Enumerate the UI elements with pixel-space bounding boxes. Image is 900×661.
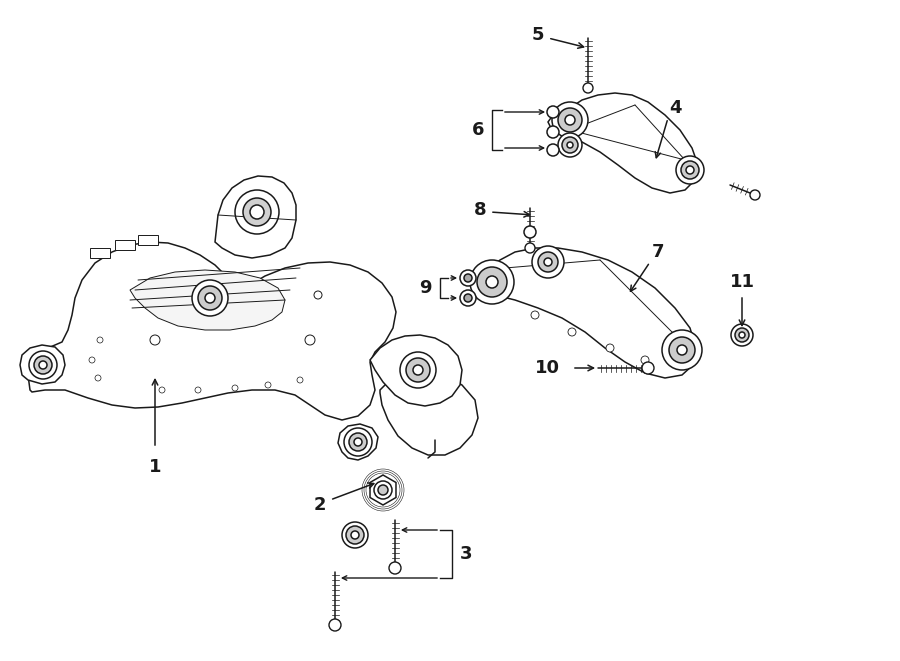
Circle shape <box>378 485 388 495</box>
Text: 3: 3 <box>460 545 473 563</box>
Circle shape <box>642 362 654 374</box>
Polygon shape <box>338 424 378 460</box>
Circle shape <box>558 108 582 132</box>
Text: 2: 2 <box>314 496 326 514</box>
Text: 11: 11 <box>730 273 754 291</box>
Circle shape <box>413 365 423 375</box>
Circle shape <box>460 290 476 306</box>
Circle shape <box>568 328 576 336</box>
Circle shape <box>159 387 165 393</box>
Circle shape <box>558 133 582 157</box>
Polygon shape <box>370 335 462 406</box>
Text: 9: 9 <box>419 279 432 297</box>
Circle shape <box>750 190 760 200</box>
Polygon shape <box>370 475 396 505</box>
Circle shape <box>346 526 364 544</box>
Circle shape <box>305 335 315 345</box>
Circle shape <box>567 142 573 148</box>
Text: 6: 6 <box>472 121 484 139</box>
Circle shape <box>552 102 588 138</box>
Circle shape <box>374 481 392 499</box>
Circle shape <box>342 522 368 548</box>
Polygon shape <box>380 372 478 455</box>
Circle shape <box>349 433 367 451</box>
Circle shape <box>547 106 559 118</box>
Circle shape <box>583 83 593 93</box>
Circle shape <box>344 428 372 456</box>
Circle shape <box>192 280 228 316</box>
Polygon shape <box>548 93 698 193</box>
Circle shape <box>677 345 687 355</box>
Circle shape <box>205 293 215 303</box>
Circle shape <box>34 356 52 374</box>
Circle shape <box>29 351 57 379</box>
Polygon shape <box>130 270 285 330</box>
Circle shape <box>329 619 341 631</box>
Bar <box>115 240 135 250</box>
Polygon shape <box>20 345 65 384</box>
Circle shape <box>681 161 699 179</box>
Circle shape <box>406 358 430 382</box>
Bar <box>90 248 110 258</box>
Circle shape <box>565 115 575 125</box>
Circle shape <box>531 311 539 319</box>
Circle shape <box>232 385 238 391</box>
Circle shape <box>250 205 264 219</box>
Circle shape <box>547 126 559 138</box>
Circle shape <box>464 294 472 302</box>
Circle shape <box>739 332 745 338</box>
Circle shape <box>265 382 271 388</box>
Text: 5: 5 <box>532 26 544 44</box>
Circle shape <box>354 438 362 446</box>
Circle shape <box>676 156 704 184</box>
Circle shape <box>735 328 749 342</box>
Circle shape <box>39 361 47 369</box>
Circle shape <box>351 531 359 539</box>
Circle shape <box>150 335 160 345</box>
Circle shape <box>486 276 498 288</box>
Text: 1: 1 <box>148 458 161 476</box>
Circle shape <box>470 260 514 304</box>
Text: 10: 10 <box>535 359 560 377</box>
Circle shape <box>662 330 702 370</box>
Circle shape <box>532 246 564 278</box>
Circle shape <box>525 243 535 253</box>
Circle shape <box>389 562 401 574</box>
Circle shape <box>460 270 476 286</box>
Circle shape <box>544 258 552 266</box>
Circle shape <box>314 291 322 299</box>
Circle shape <box>235 190 279 234</box>
Polygon shape <box>215 176 296 258</box>
Circle shape <box>89 357 95 363</box>
Circle shape <box>538 252 558 272</box>
Circle shape <box>95 375 101 381</box>
Circle shape <box>731 324 753 346</box>
Circle shape <box>686 166 694 174</box>
Circle shape <box>243 198 271 226</box>
Text: 7: 7 <box>652 243 664 261</box>
Circle shape <box>547 144 559 156</box>
Circle shape <box>562 137 578 153</box>
Circle shape <box>477 267 507 297</box>
Polygon shape <box>478 248 696 378</box>
Circle shape <box>297 377 303 383</box>
Circle shape <box>195 387 201 393</box>
Circle shape <box>400 352 436 388</box>
Text: 8: 8 <box>473 201 486 219</box>
Circle shape <box>641 356 649 364</box>
Bar <box>138 235 158 245</box>
Circle shape <box>669 337 695 363</box>
Circle shape <box>524 226 536 238</box>
Circle shape <box>464 274 472 282</box>
Circle shape <box>606 344 614 352</box>
Circle shape <box>198 286 222 310</box>
Polygon shape <box>28 242 396 420</box>
Text: 4: 4 <box>669 99 681 117</box>
Circle shape <box>97 337 103 343</box>
